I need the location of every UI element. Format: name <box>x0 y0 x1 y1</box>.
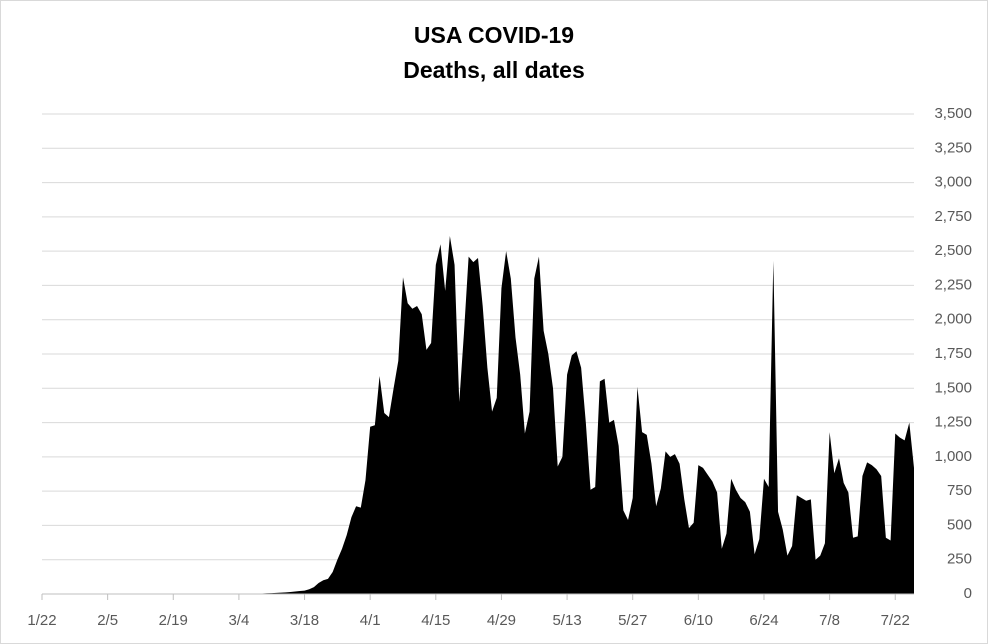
y-tick-label: 2,250 <box>934 276 972 293</box>
y-tick-label: 1,500 <box>934 379 972 396</box>
chart-title: USA COVID-19 <box>414 22 574 48</box>
x-tick-label: 1/22 <box>27 612 56 629</box>
y-tick-label: 2,000 <box>934 311 972 328</box>
chart-subtitle: Deaths, all dates <box>403 57 585 83</box>
y-tick-label: 250 <box>947 551 972 568</box>
x-tick-label: 3/18 <box>290 612 319 629</box>
x-tick-label: 6/24 <box>749 612 778 629</box>
y-tick-label: 750 <box>947 482 972 499</box>
y-tick-label: 2,500 <box>934 242 972 259</box>
x-tick-label: 7/8 <box>819 612 840 629</box>
x-tick-label: 5/27 <box>618 612 647 629</box>
y-tick-label: 3,000 <box>934 174 972 191</box>
x-tick-label: 5/13 <box>552 612 581 629</box>
x-tick-label: 4/15 <box>421 612 450 629</box>
x-tick-label: 7/22 <box>881 612 910 629</box>
y-tick-label: 3,500 <box>934 105 972 122</box>
x-tick-label: 6/10 <box>684 612 713 629</box>
x-tick-label: 2/19 <box>159 612 188 629</box>
y-tick-label: 1,250 <box>934 414 972 431</box>
x-tick-label: 2/5 <box>97 612 118 629</box>
area <box>42 236 914 594</box>
x-tick-label: 4/29 <box>487 612 516 629</box>
y-tick-label: 2,750 <box>934 208 972 225</box>
y-tick-label: 1,750 <box>934 345 972 362</box>
y-tick-label: 500 <box>947 516 972 533</box>
x-tick-label: 3/4 <box>228 612 249 629</box>
y-tick-label: 0 <box>964 585 972 602</box>
x-tick-label: 4/1 <box>360 612 381 629</box>
y-tick-label: 3,250 <box>934 139 972 156</box>
y-tick-label: 1,000 <box>934 448 972 465</box>
